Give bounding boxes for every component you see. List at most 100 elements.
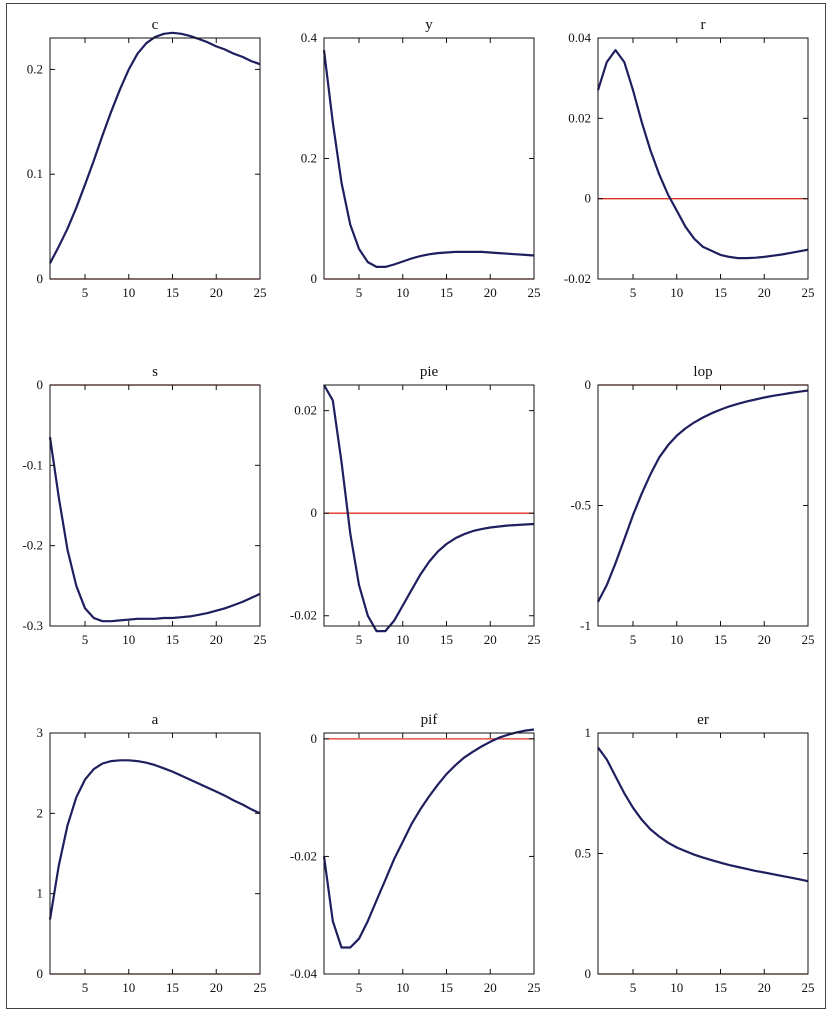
axes-box <box>597 37 809 280</box>
x-tick-label: 5 <box>82 980 89 995</box>
x-tick-label: 10 <box>122 285 135 300</box>
x-tick-label: 10 <box>396 632 409 647</box>
x-tick-label: 25 <box>528 980 541 995</box>
y-tick-label: 0 <box>585 191 592 206</box>
x-tick-label: 15 <box>166 285 179 300</box>
response-series-line <box>597 746 809 883</box>
panel-pif: pif -0.04 -0.02 0 5 10 15 20 25 <box>290 712 541 995</box>
figure-frame <box>6 3 826 1009</box>
y-tick-label: -1 <box>580 618 591 633</box>
x-tick-label: 10 <box>122 980 135 995</box>
x-tick-label: 15 <box>714 285 727 300</box>
x-tick-label: 5 <box>630 285 637 300</box>
panel-title: a <box>152 712 159 728</box>
axes-box <box>49 384 261 627</box>
y-tick-label: -0.1 <box>22 457 43 472</box>
x-tick-label: 10 <box>122 632 135 647</box>
x-tick-label: 25 <box>802 632 815 647</box>
x-tick-label: 5 <box>356 980 363 995</box>
x-tick-label: 15 <box>714 632 727 647</box>
response-series-line <box>597 389 809 603</box>
x-tick-label: 15 <box>440 980 453 995</box>
y-tick-label: 0.5 <box>575 846 591 861</box>
y-tick-label: 0.02 <box>294 403 317 418</box>
panel-title: s <box>152 364 158 380</box>
y-tick-label: -0.02 <box>564 271 591 286</box>
x-tick-label: 25 <box>254 632 267 647</box>
x-tick-label: 20 <box>758 285 771 300</box>
x-tick-label: 20 <box>210 285 223 300</box>
panel-y: y 0 0.2 0.4 5 10 15 20 25 <box>301 17 541 300</box>
axes-box <box>323 732 535 975</box>
panel-r: r -0.02 0 0.02 0.04 5 10 15 20 25 <box>564 17 815 300</box>
response-series-line <box>596 49 809 260</box>
panel-title: pie <box>420 364 439 380</box>
response-series-line <box>323 384 535 633</box>
response-series-line <box>322 49 535 268</box>
panel-s: s -0.3 -0.2 -0.1 0 5 10 15 20 25 <box>22 364 266 647</box>
panel-title: pif <box>421 712 438 728</box>
x-tick-label: 5 <box>82 285 89 300</box>
x-tick-label: 5 <box>630 980 637 995</box>
x-tick-label: 20 <box>758 980 771 995</box>
x-tick-label: 10 <box>670 285 683 300</box>
y-tick-label: 0 <box>585 377 592 392</box>
y-tick-label: 0 <box>311 271 318 286</box>
x-tick-label: 10 <box>670 632 683 647</box>
x-tick-label: 25 <box>254 285 267 300</box>
x-tick-label: 20 <box>484 632 497 647</box>
y-tick-label: 0 <box>37 271 44 286</box>
panel-c: c 0 0.1 0.2 5 10 15 20 25 <box>27 17 267 300</box>
x-tick-label: 5 <box>630 632 637 647</box>
axes-box <box>323 37 535 280</box>
panel-a: a 0 1 2 3 5 10 15 20 25 <box>37 712 267 995</box>
x-tick-label: 5 <box>82 632 89 647</box>
y-tick-label: 0.02 <box>568 110 591 125</box>
panel-title: r <box>701 17 706 33</box>
x-tick-label: 20 <box>484 285 497 300</box>
x-tick-label: 15 <box>166 980 179 995</box>
x-tick-label: 15 <box>440 285 453 300</box>
y-tick-label: -0.3 <box>22 618 43 633</box>
panel-title: lop <box>693 364 712 380</box>
y-tick-label: 0 <box>311 505 318 520</box>
y-tick-label: 3 <box>37 725 44 740</box>
x-tick-label: 20 <box>210 980 223 995</box>
y-tick-label: 0.4 <box>301 30 318 45</box>
y-tick-label: 0.04 <box>568 30 591 45</box>
x-tick-label: 20 <box>758 632 771 647</box>
x-tick-label: 10 <box>670 980 683 995</box>
y-tick-label: -0.5 <box>570 498 591 513</box>
x-tick-label: 5 <box>356 632 363 647</box>
y-tick-label: 0.1 <box>27 166 43 181</box>
panel-title: er <box>697 712 709 728</box>
axes-box <box>323 384 535 627</box>
x-tick-label: 25 <box>528 285 541 300</box>
y-tick-label: -0.02 <box>290 608 317 623</box>
x-tick-label: 25 <box>528 632 541 647</box>
x-tick-label: 10 <box>396 980 409 995</box>
y-tick-label: 1 <box>585 725 592 740</box>
y-tick-label: 0 <box>311 731 318 746</box>
axes-box <box>49 732 261 975</box>
x-tick-label: 25 <box>802 980 815 995</box>
axes-box <box>597 732 809 975</box>
panel-lop: lop -1 -0.5 0 5 10 15 20 25 <box>570 364 814 647</box>
y-tick-label: 0.2 <box>301 151 317 166</box>
y-tick-label: 2 <box>37 805 44 820</box>
x-tick-label: 25 <box>254 980 267 995</box>
x-tick-label: 5 <box>356 285 363 300</box>
y-tick-label: 0 <box>37 377 44 392</box>
response-series-line <box>48 437 261 623</box>
y-tick-label: -0.2 <box>22 538 43 553</box>
axes-box <box>597 384 809 627</box>
x-tick-label: 20 <box>484 980 497 995</box>
y-tick-label: 0.2 <box>27 61 43 76</box>
panel-title: c <box>152 17 159 33</box>
x-tick-label: 10 <box>396 285 409 300</box>
y-tick-label: -0.02 <box>290 848 317 863</box>
x-tick-label: 15 <box>440 632 453 647</box>
response-series-line <box>49 31 261 264</box>
